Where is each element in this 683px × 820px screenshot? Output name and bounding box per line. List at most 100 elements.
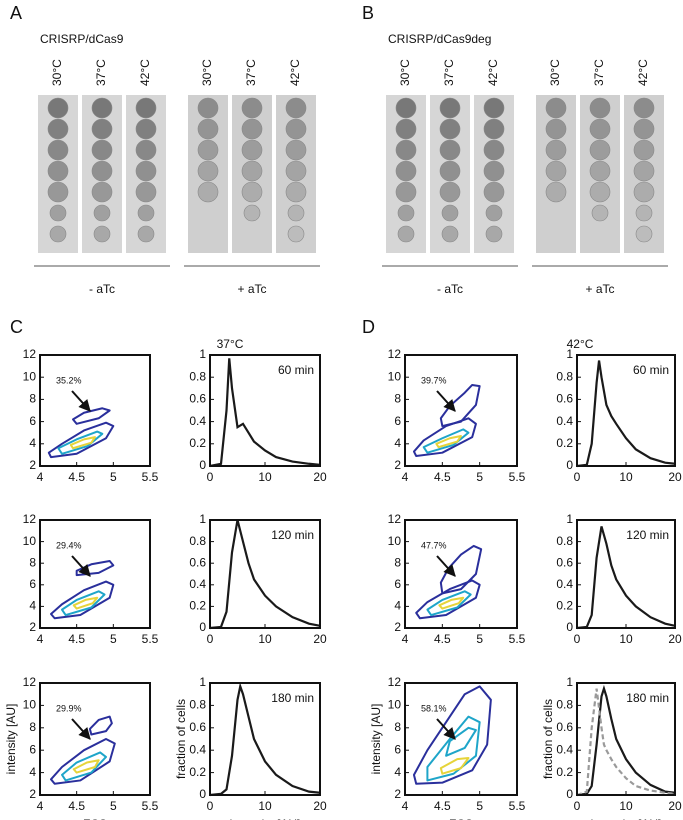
spot <box>633 118 655 140</box>
spot <box>589 160 611 182</box>
spot <box>589 181 611 203</box>
axes-box <box>39 354 151 467</box>
annotation: 29.4% <box>56 540 82 550</box>
spot <box>241 160 263 182</box>
spot <box>287 204 305 222</box>
y-tick-label: 12 <box>388 512 402 526</box>
temperature-label: 37°C <box>244 59 258 86</box>
spot <box>485 204 503 222</box>
spot <box>47 139 69 161</box>
y-tick-label: 8 <box>29 720 36 734</box>
y-tick-label: 6 <box>394 742 401 756</box>
spot <box>545 97 567 119</box>
y-tick-label: 1 <box>199 675 206 689</box>
y-tick-label: 4 <box>29 436 36 450</box>
y-tick-label: 0.2 <box>189 599 206 613</box>
x-tick-label: 10 <box>619 470 633 484</box>
y-tick-label: 8 <box>394 720 401 734</box>
x-tick-label: 4 <box>37 799 44 813</box>
x-tick-label: 5 <box>110 799 117 813</box>
y-tick-label: 0.4 <box>556 577 573 591</box>
spot <box>135 97 157 119</box>
y-tick-label: 2 <box>394 458 401 472</box>
spot <box>49 204 67 222</box>
spot <box>395 181 417 203</box>
spot <box>395 139 417 161</box>
group-label: - aTc <box>89 282 115 296</box>
spot <box>241 118 263 140</box>
contour-line <box>72 596 99 610</box>
spot <box>483 181 505 203</box>
y-tick-label: 0.4 <box>189 414 206 428</box>
spot <box>545 160 567 182</box>
x-tick-label: 5.5 <box>509 470 526 484</box>
annotation: 60 min <box>278 363 314 377</box>
y-tick-label: 0.6 <box>556 720 573 734</box>
x-tick-label: 20 <box>313 799 327 813</box>
spot <box>633 97 655 119</box>
contour-line <box>439 383 481 428</box>
y-tick-label: 0.4 <box>189 742 206 756</box>
contour-line <box>75 560 115 577</box>
annotation: 120 min <box>626 528 669 542</box>
temperature-label: 30°C <box>200 59 214 86</box>
y-tick-label: 10 <box>388 534 402 548</box>
annotation: 180 min <box>271 691 314 705</box>
series-line <box>209 682 321 797</box>
x-tick-label: 5.5 <box>142 632 159 646</box>
spot <box>483 139 505 161</box>
temperature-label: 30°C <box>50 59 64 86</box>
spot <box>395 118 417 140</box>
y-tick-label: 0.4 <box>556 742 573 756</box>
temperature-label: 42°C <box>138 59 152 86</box>
spot <box>91 139 113 161</box>
spot <box>439 118 461 140</box>
y-axis-label: intensity [AU] <box>4 704 18 775</box>
spot <box>47 118 69 140</box>
contour-line <box>69 436 96 450</box>
group-label: - aTc <box>437 282 463 296</box>
y-tick-label: 0 <box>199 458 206 472</box>
x-tick-label: 20 <box>313 470 327 484</box>
x-tick-label: 5 <box>476 632 483 646</box>
y-tick-label: 10 <box>23 534 37 548</box>
series-line <box>576 360 676 468</box>
spot <box>285 118 307 140</box>
x-tick-label: 5 <box>476 470 483 484</box>
annotation: 35.2% <box>56 375 82 385</box>
spot <box>197 160 219 182</box>
y-axis-label: fraction of cells <box>174 699 188 779</box>
spot <box>197 139 219 161</box>
y-tick-label: 4 <box>394 436 401 450</box>
x-tick-label: 0 <box>207 799 214 813</box>
spot <box>439 160 461 182</box>
series-line <box>576 526 676 630</box>
spot <box>483 118 505 140</box>
x-tick-label: 5.5 <box>142 470 159 484</box>
x-tick-label: 4.5 <box>68 799 85 813</box>
x-tick-label: 5 <box>110 470 117 484</box>
y-tick-label: 12 <box>23 675 37 689</box>
contour-line <box>415 579 481 620</box>
spot <box>441 225 459 243</box>
spot <box>395 97 417 119</box>
spot <box>47 160 69 182</box>
spot <box>93 225 111 243</box>
y-tick-label: 8 <box>394 555 401 569</box>
spot <box>633 181 655 203</box>
spot <box>197 118 219 140</box>
spot <box>49 225 67 243</box>
y-tick-label: 0 <box>566 458 573 472</box>
arrow <box>71 718 91 740</box>
spot <box>397 204 415 222</box>
x-tick-label: 4 <box>402 799 409 813</box>
x-tick-label: 5 <box>476 799 483 813</box>
y-tick-label: 0.2 <box>189 765 206 779</box>
spot <box>137 225 155 243</box>
spot <box>91 181 113 203</box>
y-tick-label: 0.2 <box>556 436 573 450</box>
x-tick-label: 4.5 <box>68 632 85 646</box>
spot <box>589 139 611 161</box>
spot <box>241 139 263 161</box>
spot <box>243 204 261 222</box>
